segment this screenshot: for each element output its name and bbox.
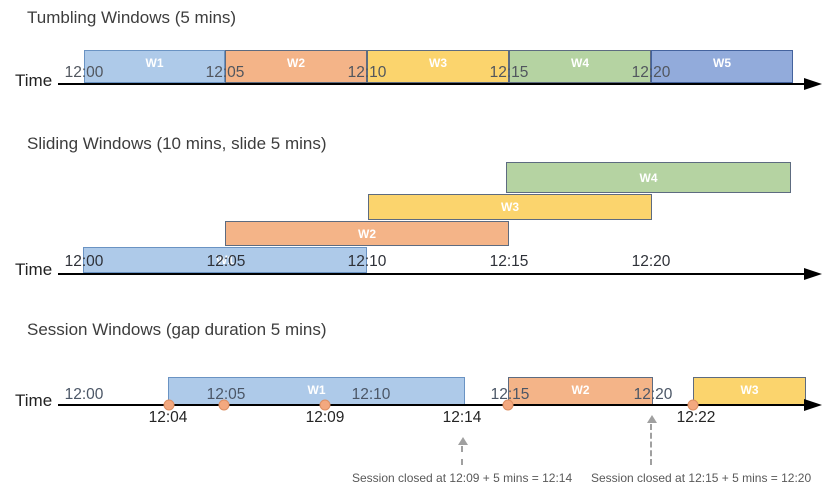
session-window-w2-label: W2 <box>571 383 590 397</box>
session-window-w3-label: W3 <box>740 383 759 397</box>
sliding-window-w4-label: W4 <box>639 170 658 185</box>
session-axis-arrowhead-icon <box>804 399 822 411</box>
sliding-tick-1205: 12:05 <box>206 253 246 270</box>
session-event-label-1204: 12:04 <box>148 409 188 426</box>
session-section-title: Session Windows (gap duration 5 mins) <box>27 320 327 339</box>
sliding-window-w3-label: W3 <box>501 200 519 214</box>
sliding-section-title: Sliding Windows (10 mins, slide 5 mins) <box>27 134 327 153</box>
session-tick-1215: 12:15 <box>490 386 530 403</box>
sliding-tick-1215: 12:15 <box>489 253 529 270</box>
tumbling-tick-1205: 12:05 <box>205 64 245 81</box>
tumbling-time-axis-label: Time <box>15 71 53 90</box>
session-time-axis <box>58 404 806 406</box>
session-tick-1200: 12:00 <box>64 386 104 403</box>
tumbling-window-w5-label: W5 <box>713 56 731 70</box>
sliding-axis-arrowhead-icon <box>804 268 822 280</box>
sliding-time-axis <box>58 273 806 275</box>
session-event-label-1209: 12:09 <box>305 409 345 426</box>
tumbling-section-title: Tumbling Windows (5 mins) <box>27 8 237 27</box>
session-tick-1205: 12:05 <box>206 386 246 403</box>
tumbling-axis-arrowhead-icon <box>804 78 822 90</box>
tumbling-tick-1220: 12:20 <box>631 64 671 81</box>
tumbling-window-w3: W3 <box>367 50 509 83</box>
session-event-label-1222: 12:22 <box>676 409 716 426</box>
sliding-window-w2-label: W2 <box>358 226 376 241</box>
tumbling-window-w1: W1 <box>84 50 225 83</box>
session-close-arrow-line <box>650 424 652 465</box>
session-time-axis-label: Time <box>15 391 53 410</box>
sliding-tick-1220: 12:20 <box>631 253 671 270</box>
sliding-window-w4: W4 <box>506 162 791 193</box>
sliding-window-w1: W1 <box>83 247 367 273</box>
session-close-annotation-2: Session closed at 12:15 + 5 mins = 12:20 <box>591 471 812 485</box>
tumbling-window-w2: W2 <box>225 50 367 83</box>
tumbling-time-axis <box>58 83 806 85</box>
session-close-annotation-1: Session closed at 12:09 + 5 mins = 12:14 <box>352 471 573 485</box>
session-close-label-1214: 12:14 <box>442 409 482 426</box>
event-dot <box>218 399 230 411</box>
tumbling-window-w1-label: W1 <box>145 56 164 70</box>
event-dot <box>502 399 514 411</box>
event-dot <box>163 399 175 411</box>
sliding-tick-1200: 12:00 <box>64 253 104 270</box>
event-dot <box>319 399 331 411</box>
sliding-window-w3: W3 <box>368 194 652 220</box>
session-window-w1-label: W1 <box>307 383 326 397</box>
sliding-window-w2: W2 <box>225 221 509 246</box>
tumbling-window-w3-label: W3 <box>429 56 447 70</box>
sliding-tick-1210: 12:10 <box>347 253 387 270</box>
session-window-w3: W3 <box>693 377 806 405</box>
tumbling-window-w5: W5 <box>651 50 793 83</box>
session-close-arrow-icon <box>647 415 657 423</box>
tumbling-tick-1200: 12:00 <box>64 64 104 81</box>
session-tick-1210: 12:10 <box>351 386 391 403</box>
tumbling-window-w2-label: W2 <box>287 56 305 70</box>
tumbling-window-w4-label: W4 <box>571 56 589 70</box>
session-window-w2: W2 <box>508 377 653 405</box>
tumbling-tick-1215: 12:15 <box>489 64 529 81</box>
session-close-arrow-line <box>461 446 463 465</box>
session-tick-1220: 12:20 <box>633 386 673 403</box>
session-close-arrow-icon <box>458 437 468 445</box>
sliding-time-axis-label: Time <box>15 260 53 279</box>
sliding-window-w1-label: W1 <box>216 253 234 267</box>
tumbling-window-w4: W4 <box>509 50 651 83</box>
event-dot <box>687 399 699 411</box>
tumbling-tick-1210: 12:10 <box>347 64 387 81</box>
